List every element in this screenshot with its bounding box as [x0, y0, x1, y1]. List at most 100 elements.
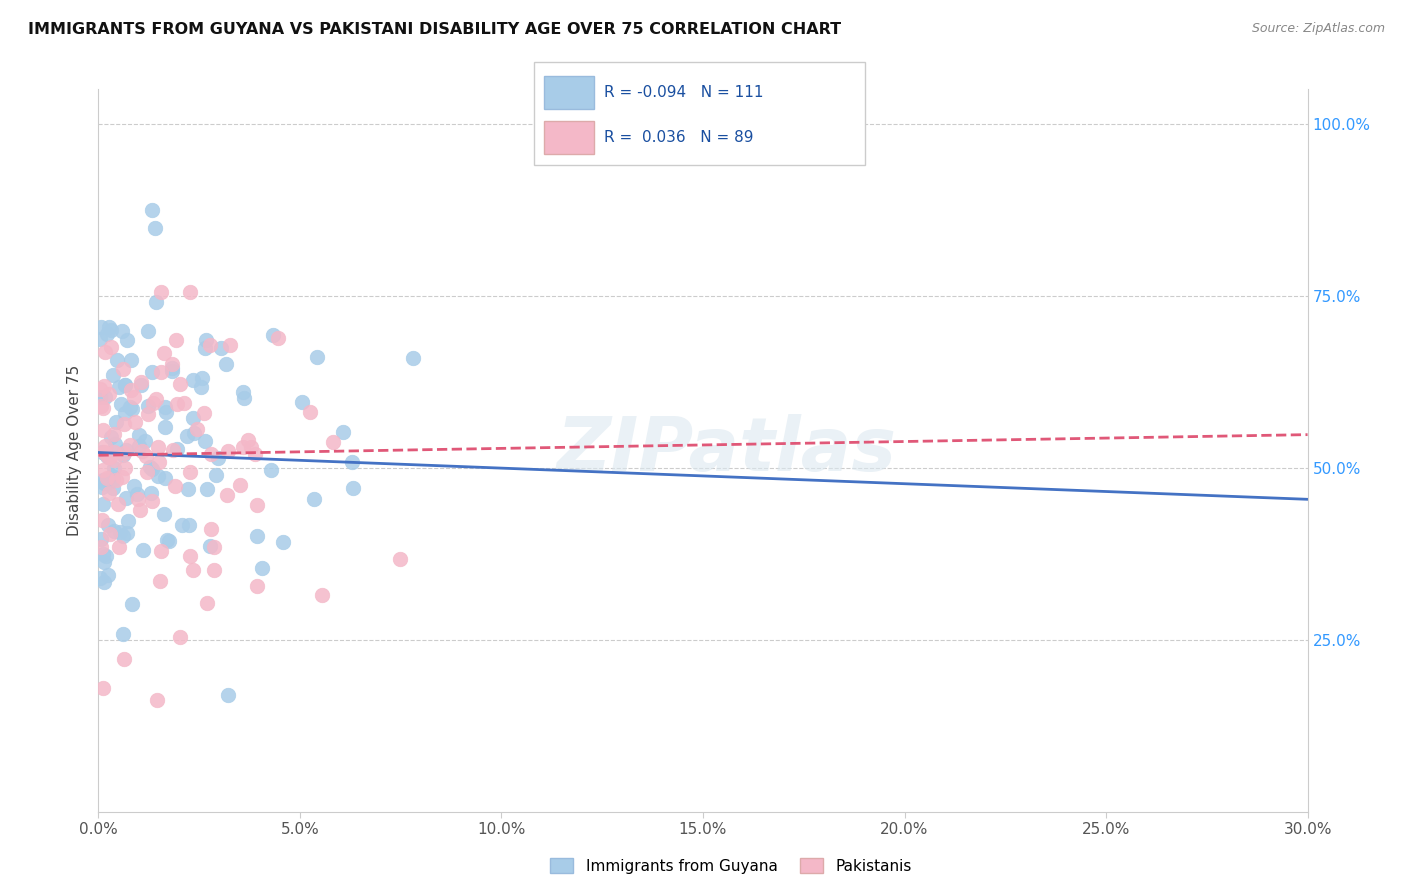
Point	[145, 295, 167, 310]
Point	[89, 382, 111, 396]
Point	[97, 450, 120, 465]
Point	[195, 596, 218, 610]
Point	[124, 391, 146, 405]
Point	[183, 426, 205, 441]
Point	[114, 406, 136, 420]
Point	[129, 376, 152, 390]
Point	[141, 202, 163, 217]
Point	[148, 441, 170, 455]
Text: IMMIGRANTS FROM GUYANA VS PAKISTANI DISABILITY AGE OVER 75 CORRELATION CHART: IMMIGRANTS FROM GUYANA VS PAKISTANI DISA…	[28, 22, 841, 37]
Point	[165, 333, 187, 347]
Point	[127, 492, 149, 507]
Point	[107, 497, 129, 511]
Point	[139, 459, 162, 474]
Point	[177, 482, 200, 496]
Point	[200, 447, 222, 461]
Point	[120, 400, 142, 414]
Point	[89, 571, 111, 585]
Point	[93, 445, 115, 459]
Point	[136, 400, 159, 414]
Point	[110, 397, 132, 411]
Point	[173, 396, 195, 410]
Point	[153, 346, 176, 360]
Point	[112, 529, 135, 543]
Text: Source: ZipAtlas.com: Source: ZipAtlas.com	[1251, 22, 1385, 36]
Point	[91, 513, 114, 527]
Point	[117, 514, 139, 528]
Point	[166, 442, 188, 456]
Point	[98, 450, 121, 464]
Point	[153, 471, 176, 485]
Point	[145, 693, 167, 707]
Point	[120, 383, 142, 397]
Point	[246, 499, 269, 513]
Point	[90, 399, 112, 413]
Point	[262, 327, 284, 342]
Point	[124, 415, 146, 429]
Point	[190, 380, 212, 394]
Point	[90, 532, 112, 546]
Point	[298, 405, 321, 419]
FancyBboxPatch shape	[534, 62, 865, 165]
Point	[302, 491, 325, 506]
Point	[232, 440, 254, 454]
Point	[191, 371, 214, 385]
Point	[115, 525, 138, 540]
Point	[115, 333, 138, 347]
Point	[193, 406, 215, 420]
Point	[100, 340, 122, 354]
Point	[198, 338, 221, 352]
Point	[219, 338, 242, 352]
Point	[93, 439, 115, 453]
Point	[202, 564, 225, 578]
Point	[141, 493, 163, 508]
Point	[98, 527, 121, 541]
Point	[236, 433, 259, 447]
Point	[103, 444, 125, 458]
Point	[91, 401, 114, 416]
Point	[103, 524, 125, 538]
Point	[93, 574, 115, 589]
Point	[157, 533, 180, 548]
Point	[246, 529, 269, 543]
Y-axis label: Disability Age Over 75: Disability Age Over 75	[67, 365, 83, 536]
Point	[134, 434, 156, 449]
Point	[202, 540, 225, 554]
Point	[93, 555, 115, 569]
Point	[181, 373, 204, 387]
Point	[112, 448, 135, 462]
Point	[176, 428, 198, 442]
Point	[114, 461, 136, 475]
Point	[108, 380, 131, 394]
Point	[93, 446, 115, 460]
Point	[148, 455, 170, 469]
Text: ZIPatlas: ZIPatlas	[557, 414, 897, 487]
Point	[131, 543, 153, 558]
Point	[111, 362, 134, 376]
Point	[150, 285, 173, 300]
FancyBboxPatch shape	[544, 121, 593, 153]
Point	[229, 477, 252, 491]
Point	[215, 488, 238, 502]
Point	[93, 345, 115, 359]
Point	[97, 517, 120, 532]
Point	[89, 390, 111, 404]
Point	[91, 681, 114, 695]
Point	[250, 561, 273, 575]
Point	[150, 544, 173, 558]
Point	[93, 379, 115, 393]
Point	[340, 454, 363, 468]
Point	[91, 474, 114, 488]
Point	[114, 491, 136, 505]
Point	[101, 469, 124, 483]
Point	[111, 470, 134, 484]
Point	[120, 352, 142, 367]
Point	[177, 518, 200, 533]
Point	[181, 411, 204, 425]
Point	[141, 365, 163, 379]
Point	[322, 434, 344, 449]
Point	[273, 534, 295, 549]
Point	[91, 547, 114, 561]
Point	[114, 378, 136, 392]
Point	[233, 391, 256, 405]
